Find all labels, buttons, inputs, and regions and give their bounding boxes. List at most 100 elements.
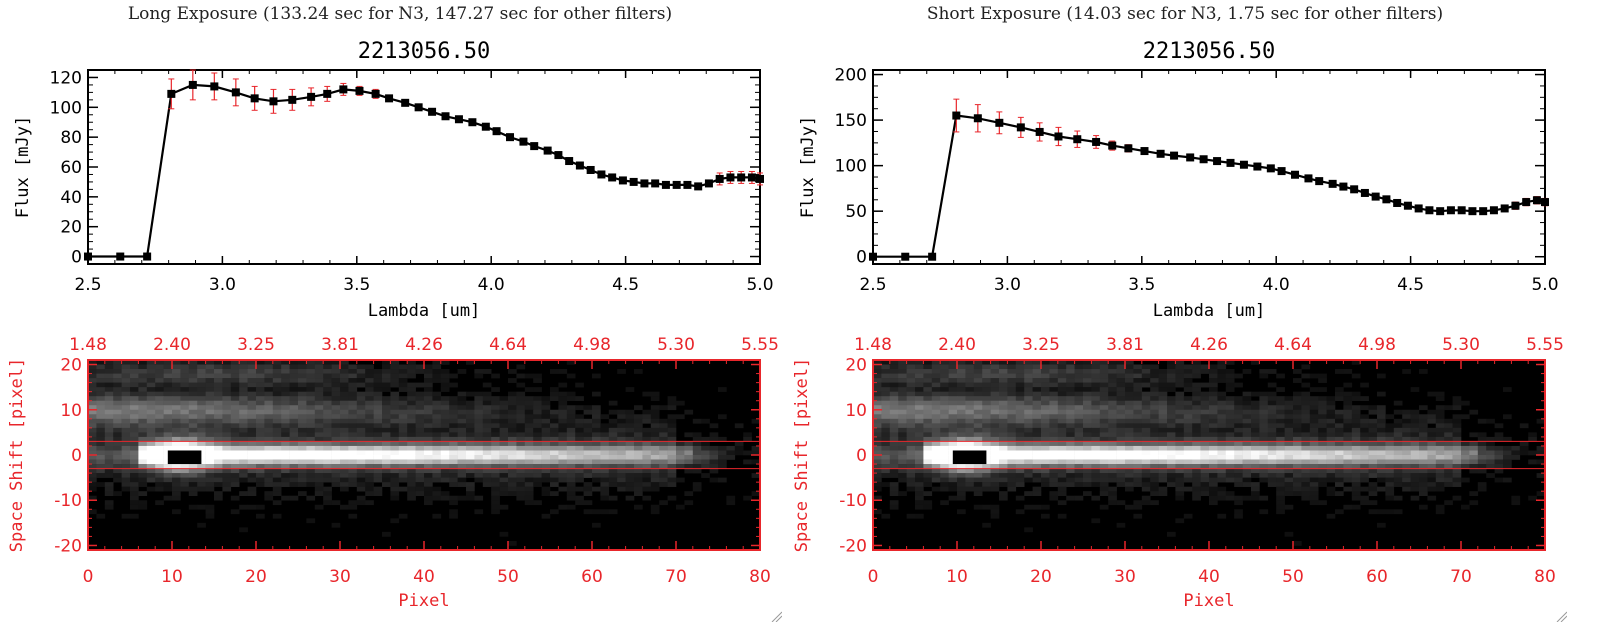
image-pixel: [96, 455, 106, 460]
image-pixel: [146, 396, 156, 402]
image-pixel: [1150, 500, 1159, 506]
image-pixel: [550, 423, 559, 429]
image-pixel: [356, 409, 366, 415]
resize-grip-icon[interactable]: [1555, 610, 1567, 622]
image-pixel: [1335, 396, 1344, 402]
image-pixel: [1360, 441, 1369, 447]
image-pixel: [541, 418, 551, 424]
image-pixel: [1402, 436, 1411, 442]
image-pixel: [1049, 373, 1059, 379]
image-pixel: [642, 482, 652, 487]
image-pixel: [973, 491, 983, 497]
image-pixel: [256, 423, 265, 429]
image-pixel: [1293, 491, 1302, 497]
image-pixel: [575, 396, 584, 402]
image-pixel: [1049, 382, 1059, 388]
image-pixel: [239, 409, 248, 415]
image-pixel: [272, 378, 282, 383]
image-pixel: [617, 464, 626, 469]
image-pixel: [415, 423, 425, 429]
image-pixel: [1158, 369, 1168, 374]
image-pixel: [373, 387, 383, 392]
image-pixel: [415, 436, 425, 442]
resize-grip-icon[interactable]: [770, 610, 782, 622]
image-pixel: [1007, 418, 1017, 424]
image-pixel: [1125, 400, 1134, 406]
image-pixel: [96, 373, 106, 379]
image-pixel: [415, 382, 425, 388]
image-pixel: [239, 423, 248, 429]
image-pixel: [1335, 473, 1344, 478]
image-pixel: [684, 500, 694, 506]
image-pixel: [1251, 360, 1260, 365]
image-pixel: [373, 468, 383, 474]
image-pixel: [365, 378, 374, 383]
image-pixel: [298, 455, 307, 460]
image-pixel: [1066, 423, 1075, 429]
data-point: [1108, 141, 1117, 150]
image-pixel: [491, 450, 500, 456]
image-pixel: [247, 491, 257, 497]
image-pixel: [676, 441, 685, 447]
image-pixel: [600, 455, 610, 460]
image-pixel: [247, 445, 257, 451]
image-pixel: [348, 432, 358, 438]
image-pixel: [230, 464, 240, 469]
image-pixel: [104, 432, 114, 438]
image-pixel: [331, 450, 341, 456]
image-pixel: [684, 468, 694, 474]
image-pixel: [1267, 418, 1277, 424]
image-pixel: [1410, 432, 1420, 438]
image-pixel: [172, 391, 181, 397]
image-pixel: [449, 409, 458, 415]
image-pixel: [272, 450, 282, 456]
image-pixel: [256, 468, 265, 474]
image-pixel: [104, 423, 114, 429]
image-pixel: [289, 414, 299, 420]
top-tick-label: 1.48: [69, 335, 107, 355]
image-pixel: [390, 455, 400, 460]
image-pixel: [172, 486, 181, 492]
image-pixel: [726, 445, 736, 451]
image-pixel: [726, 455, 736, 460]
image-pixel: [214, 400, 223, 406]
image-pixel: [898, 405, 907, 411]
image-pixel: [1385, 445, 1395, 451]
image-pixel: [289, 427, 299, 433]
image-pixel: [1276, 504, 1285, 510]
image-pixel: [1284, 418, 1294, 424]
image-pixel: [398, 445, 408, 451]
image-pixel: [957, 482, 966, 487]
image-pixel: [1393, 509, 1403, 515]
image-pixel: [272, 409, 282, 415]
image-pixel: [449, 418, 458, 424]
image-pixel: [264, 364, 274, 370]
image-pixel: [1209, 459, 1218, 465]
image-pixel: [424, 500, 433, 506]
image-pixel: [230, 459, 240, 465]
image-pixel: [289, 409, 299, 415]
image-pixel: [915, 473, 924, 478]
image-pixel: [138, 441, 148, 447]
image-pixel: [541, 436, 551, 442]
image-pixel: [692, 445, 702, 451]
image-pixel: [915, 400, 924, 406]
image-pixel: [642, 391, 652, 397]
image-pixel: [432, 495, 442, 501]
image-pixel: [340, 468, 349, 474]
image-pixel: [533, 464, 542, 469]
image-pixel: [1209, 396, 1218, 402]
image-pixel: [146, 477, 156, 483]
image-pixel: [1377, 414, 1386, 420]
image-pixel: [88, 509, 97, 515]
image-pixel: [915, 468, 924, 474]
image-pixel: [222, 360, 232, 365]
image-pixel: [146, 423, 156, 429]
image-pixel: [331, 473, 341, 478]
image-pixel: [558, 464, 568, 469]
image-pixel: [973, 400, 983, 406]
image-pixel: [1066, 391, 1075, 397]
image-pixel: [990, 482, 1000, 487]
image-pixel: [1293, 409, 1302, 415]
image-pixel: [121, 418, 131, 424]
